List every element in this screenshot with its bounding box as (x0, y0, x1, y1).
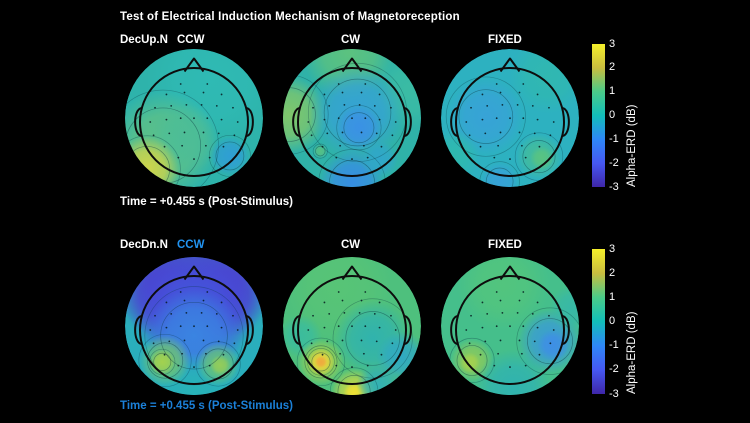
colorbar-tick: -1 (609, 339, 619, 352)
time-caption-row1: Time = +0.455 s (Post-Stimulus) (120, 196, 293, 208)
colorbar-tick: 2 (609, 61, 616, 74)
colorbar-tick: 0 (609, 109, 616, 121)
topoplot-decdnn-cw (282, 256, 422, 396)
colorbar-tick: 1 (609, 85, 616, 98)
colorbar-axis-label: Alpha-ERD (dB) (626, 104, 638, 187)
colorbar-tick: -2 (609, 156, 619, 169)
right-ear-outline (246, 315, 254, 345)
condition-label-ccw-row2: CCW (177, 239, 205, 251)
row-label-decupn: DecUp.N (120, 34, 168, 46)
head-outline (455, 67, 565, 177)
left-ear-outline (450, 107, 458, 137)
head-outline (139, 275, 249, 385)
nose-outline (499, 265, 521, 281)
colorbar-row2: 3 2 1 0 -1 -2 -3 Alpha-ERD (dB) (592, 243, 662, 400)
colorbar-tick: 2 (609, 266, 616, 279)
colorbar-tick: 3 (609, 242, 616, 255)
head-outline (455, 275, 565, 385)
colorbar-tick: -3 (609, 180, 619, 193)
colorbar-gradient (592, 249, 605, 394)
topoplot-decupn-ccw (124, 48, 264, 188)
condition-label-cw-row2: CW (341, 239, 361, 251)
left-ear-outline (292, 315, 300, 345)
time-caption-row2: Time = +0.455 s (Post-Stimulus) (120, 400, 293, 412)
head-outline (297, 67, 407, 177)
colorbar-row1: 3 2 1 0 -1 -2 -3 Alpha-ERD (dB) (592, 38, 662, 193)
right-ear-outline (246, 107, 254, 137)
condition-label-fixed-row1: FIXED (488, 34, 522, 46)
colorbar-tick: 3 (609, 37, 616, 50)
topoplot-decdnn-ccw (124, 256, 264, 396)
right-ear-outline (404, 107, 412, 137)
condition-label-fixed-row2: FIXED (488, 239, 522, 251)
left-ear-outline (134, 315, 142, 345)
colorbar-tick: -3 (609, 387, 619, 400)
condition-label-ccw-row1: CCW (177, 34, 205, 46)
topoplot-decdnn-fixed (440, 256, 580, 396)
head-outline (139, 67, 249, 177)
nose-outline (183, 57, 205, 73)
colorbar-tick: -1 (609, 132, 619, 145)
colorbar-tick: -2 (609, 363, 619, 376)
right-ear-outline (404, 315, 412, 345)
row-label-decdnn: DecDn.N (120, 239, 168, 251)
topoplot-decupn-cw (282, 48, 422, 188)
left-ear-outline (450, 315, 458, 345)
figure-title: Test of Electrical Induction Mechanism o… (120, 11, 460, 23)
right-ear-outline (562, 107, 570, 137)
head-outline (297, 275, 407, 385)
condition-label-cw-row1: CW (341, 34, 361, 46)
left-ear-outline (134, 107, 142, 137)
nose-outline (499, 57, 521, 73)
colorbar-gradient (592, 44, 605, 187)
right-ear-outline (562, 315, 570, 345)
colorbar-axis-label: Alpha-ERD (dB) (626, 311, 638, 394)
colorbar-tick: 1 (609, 290, 616, 303)
nose-outline (341, 57, 363, 73)
nose-outline (183, 265, 205, 281)
topoplot-decupn-fixed (440, 48, 580, 188)
nose-outline (341, 265, 363, 281)
left-ear-outline (292, 107, 300, 137)
colorbar-tick: 0 (609, 315, 616, 327)
